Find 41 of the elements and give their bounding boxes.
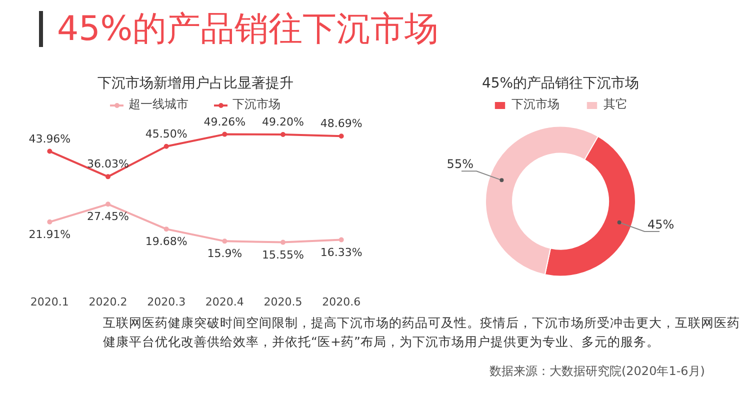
data-label: 55% xyxy=(446,157,474,172)
data-label: 48.69% xyxy=(320,117,362,130)
point xyxy=(47,219,52,224)
point xyxy=(338,237,344,242)
point xyxy=(106,174,110,180)
data-label: 45.50% xyxy=(145,127,188,140)
chart-title: 45%的产品销往下沉市场 xyxy=(482,76,640,92)
x-tick-label: 2020.1 xyxy=(30,296,69,308)
legend-label: 其它 xyxy=(604,96,628,113)
data-label: 21.91% xyxy=(28,228,71,241)
x-tick-label: 2020.2 xyxy=(88,296,128,308)
point xyxy=(280,240,286,245)
text: 互联网医药健康突破时间空间限制，提高下沉市场的药品可及性。疫情后，下沉市场所受冲击更大，互联网医药健康平台优化改善供给效率，并依托“医+药”布局，为下沉市场用户提供更为专业、多元的服务。 xyxy=(103,314,741,351)
chart-title: 下沉市场新增用户占比显著提升 xyxy=(98,76,294,92)
point xyxy=(106,202,110,207)
data-label: 27.45% xyxy=(87,210,129,224)
x-tick-label: 2020.6 xyxy=(322,296,361,308)
point xyxy=(338,134,344,139)
data-label: 15.9% xyxy=(207,247,242,260)
point xyxy=(222,238,228,244)
legend-label: 超一线城市 xyxy=(128,96,188,113)
data-label: 49.20% xyxy=(262,115,304,128)
point xyxy=(47,148,52,154)
data-label: 36.03% xyxy=(87,158,129,171)
data-label: 15.55% xyxy=(262,248,304,262)
legend-label: 下沉市场 xyxy=(512,96,560,113)
data-label: 45% xyxy=(648,217,674,232)
legend-label: 下沉市场 xyxy=(232,96,280,113)
point xyxy=(280,132,286,137)
data-label: 19.68% xyxy=(145,235,188,248)
data-label: 49.26% xyxy=(204,115,246,128)
point xyxy=(222,132,228,137)
point xyxy=(164,226,169,232)
text: 45%的产品销往下沉市场 xyxy=(57,8,439,51)
data-label: 43.96% xyxy=(28,132,71,146)
x-tick-label: 2020.4 xyxy=(205,296,244,308)
data-label: 16.33% xyxy=(320,246,362,259)
x-tick-label: 2020.3 xyxy=(147,296,186,308)
point xyxy=(164,144,169,149)
source-note: 数据来源：大数据研究院(2020年1-6月) xyxy=(488,363,705,380)
x-tick-label: 2020.5 xyxy=(264,296,302,308)
